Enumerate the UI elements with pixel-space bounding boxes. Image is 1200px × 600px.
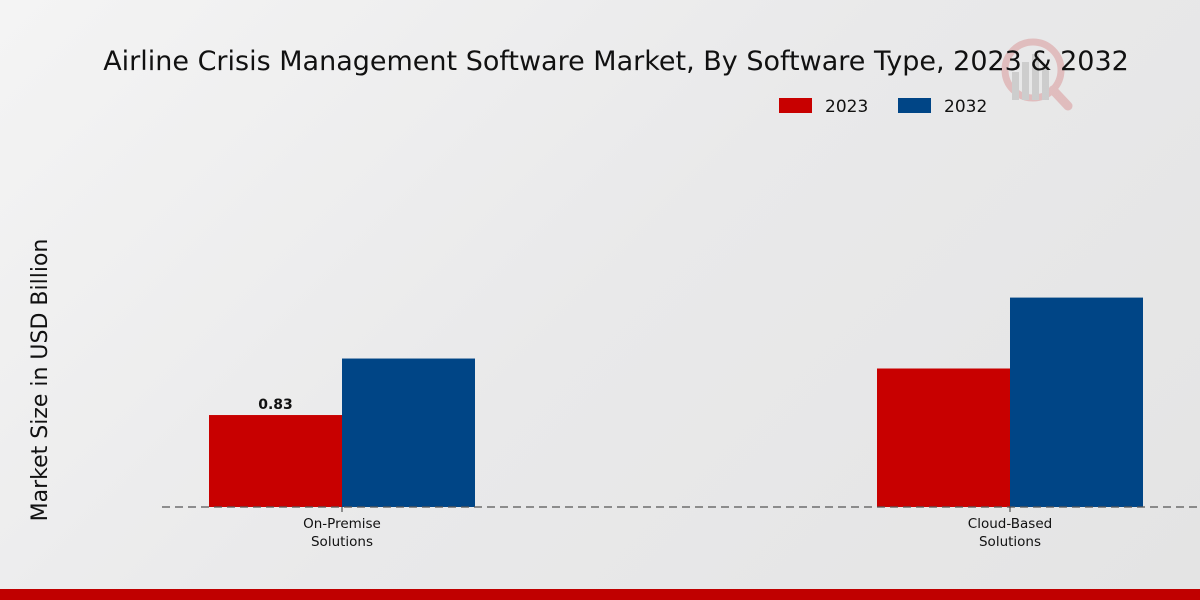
- footer-bar: [0, 589, 1200, 600]
- x-axis-ticks: On-Premise Solutions Cloud-Based Solutions: [303, 507, 1052, 550]
- bar-2023-1: [877, 368, 1010, 507]
- legend-swatch-2023: [779, 98, 812, 113]
- legend-label-2032: 2032: [944, 97, 987, 117]
- chart-title: Airline Crisis Management Software Marke…: [103, 46, 1129, 77]
- x-tick-label: On-Premise Solutions: [303, 516, 381, 550]
- bar-2023-0: [209, 415, 342, 507]
- legend: 2023 2032: [779, 97, 987, 117]
- bar-2032-0: [342, 358, 475, 507]
- y-axis-label: Market Size in USD Billion: [28, 239, 53, 522]
- x-tick-label: Cloud-Based Solutions: [968, 516, 1052, 550]
- bars-group: 0.83: [209, 297, 1143, 507]
- data-label: 0.83: [258, 397, 293, 413]
- legend-swatch-2032: [898, 98, 931, 113]
- bar-2032-1: [1010, 297, 1143, 507]
- legend-label-2023: 2023: [825, 97, 868, 117]
- watermark-logo-icon: [1001, 38, 1073, 111]
